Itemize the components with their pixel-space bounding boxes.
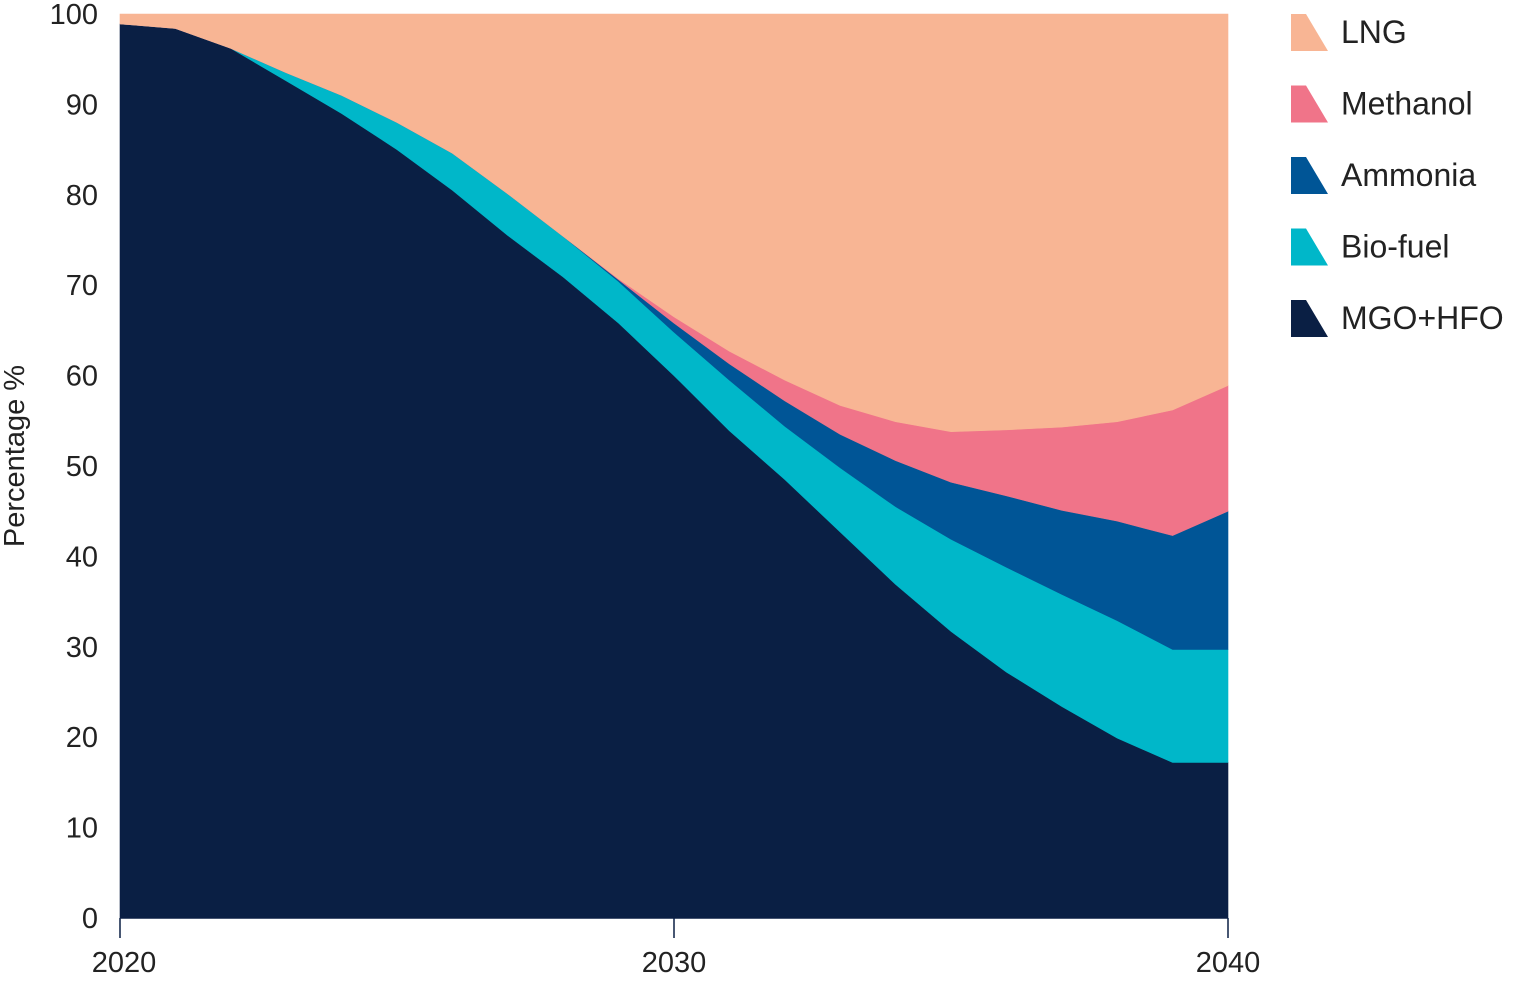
legend-swatch (1291, 157, 1328, 194)
area-lng (119, 13, 1229, 432)
legend-swatch (1291, 14, 1328, 51)
legend-label: Ammonia (1341, 157, 1476, 193)
y-tick-label: 90 (66, 89, 98, 121)
legend-label: Bio-fuel (1341, 229, 1450, 265)
y-tick-label: 0 (82, 903, 98, 935)
legend-swatch (1291, 300, 1328, 337)
y-tick-label: 50 (66, 451, 98, 483)
legend-swatch (1291, 85, 1328, 123)
legend-label: MGO+HFO (1341, 300, 1504, 336)
x-tick-label: 2030 (642, 947, 707, 977)
y-tick-label: 100 (50, 0, 98, 31)
legend: LNG Methanol Ammonia Bio-fuel MGO+HFO (1291, 14, 1504, 337)
y-tick-label: 10 (66, 813, 98, 845)
legend-item-lng: LNG (1291, 14, 1407, 51)
y-tick-label: 80 (66, 180, 98, 212)
legend-label: Methanol (1341, 86, 1473, 122)
x-tick-label: 2020 (92, 947, 157, 977)
y-tick-label: 70 (66, 270, 98, 302)
y-tick-label: 30 (66, 632, 98, 664)
legend-item-methanol: Methanol (1291, 85, 1473, 123)
legend-item-bio-fuel: Bio-fuel (1291, 228, 1450, 266)
legend-swatch (1291, 228, 1328, 266)
legend-item-mgo-hfo: MGO+HFO (1291, 300, 1504, 337)
y-tick-label: 20 (66, 722, 98, 754)
legend-label: LNG (1341, 14, 1407, 50)
x-tick-label: 2040 (1196, 947, 1261, 977)
y-tick-label: 60 (66, 361, 98, 393)
y-axis-title: Percentage % (0, 365, 31, 547)
legend-item-ammonia: Ammonia (1291, 157, 1476, 194)
y-tick-label: 40 (66, 541, 98, 573)
area-layers (119, 13, 1229, 919)
